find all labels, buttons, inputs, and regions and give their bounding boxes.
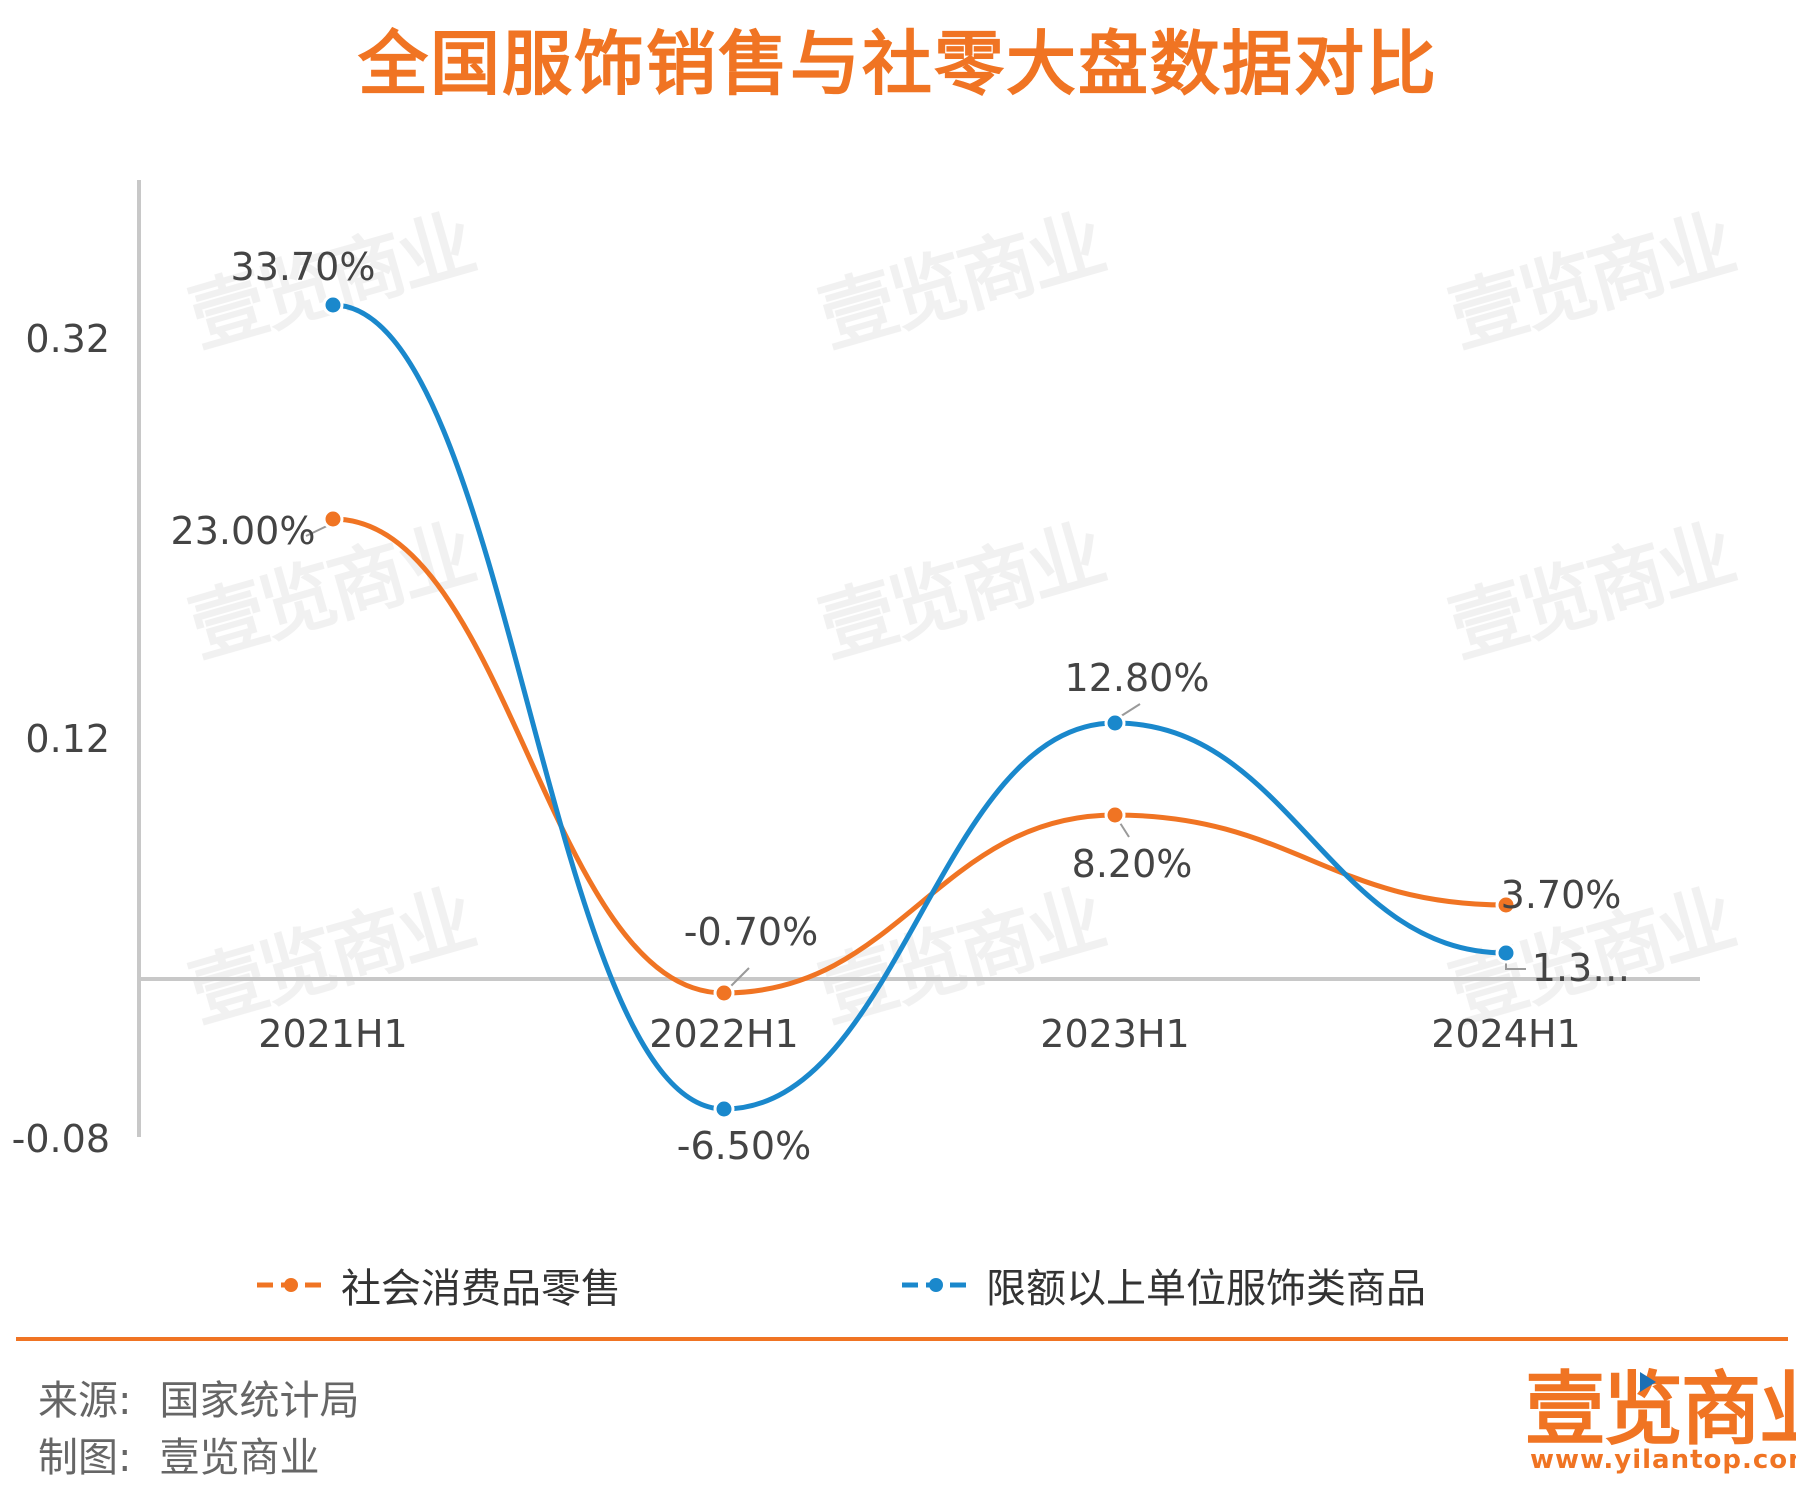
data-point-s0-3 [1495,894,1517,916]
source-label: 来源: [38,1378,132,1424]
data-point-s1-2 [1104,712,1126,734]
y-tick-label: -0.08 [12,1117,110,1161]
data-label-s0-3: 3.70% [1501,873,1622,917]
footer-divider [16,1337,1788,1341]
legend-item-series-0: 社会消费品零售 [255,1255,621,1315]
x-tick-label: 2024H1 [1431,1012,1580,1056]
legend-label: 社会消费品零售 [341,1266,621,1312]
maker-label: 制图: [38,1435,132,1481]
data-point-s0-1 [713,982,735,1004]
legend-swatch-orange [257,1278,325,1292]
data-point-s0-2 [1104,804,1126,826]
legend-swatch-blue [902,1278,970,1292]
legend-label: 限额以上单位服饰类商品 [986,1266,1426,1312]
line-chart: 0.32 0.12 -0.08 2021H1 2022H1 2023H1 2024H1 2… [12,180,1700,1168]
x-tick-label: 2023H1 [1040,1012,1189,1056]
data-label-s1-0: 33.70% [231,245,376,289]
y-tick-label: 0.12 [25,717,110,761]
data-label-s1-1: -6.50% [677,1124,811,1168]
series-line-0 [332,516,1507,996]
data-label-s1-3: 1.3… [1532,946,1630,990]
data-label-s0-2: 8.20% [1072,842,1193,886]
data-label-s0-1: -0.70% [684,910,818,954]
legend-item-series-1: 限额以上单位服饰类商品 [900,1255,1426,1315]
play-icon [1640,1372,1656,1392]
source-value: 国家统计局 [159,1378,360,1424]
data-point-s0-0 [322,508,344,530]
brand-url: www.yilantop.com [1530,1445,1796,1475]
source-line: 来源: 国家统计局 [38,1368,359,1426]
maker-line: 制图: 壹览商业 [38,1425,319,1483]
data-point-s1-0 [322,294,344,316]
data-label-s0-0: 23.00% [171,509,316,553]
data-point-s1-3 [1495,942,1517,964]
label-leader-line [305,524,330,537]
x-tick-label: 2021H1 [258,1012,407,1056]
brand-logo: 壹览商业 [1525,1363,1796,1456]
maker-value: 壹览商业 [159,1435,320,1481]
series-line-1 [332,302,1507,1112]
y-tick-label: 0.32 [25,317,110,361]
data-label-s1-2: 12.80% [1065,656,1210,700]
x-tick-label: 2022H1 [649,1012,798,1056]
data-point-s1-1 [713,1098,735,1120]
chart-title: 全国服饰销售与社零大盘数据对比 [358,23,1438,105]
